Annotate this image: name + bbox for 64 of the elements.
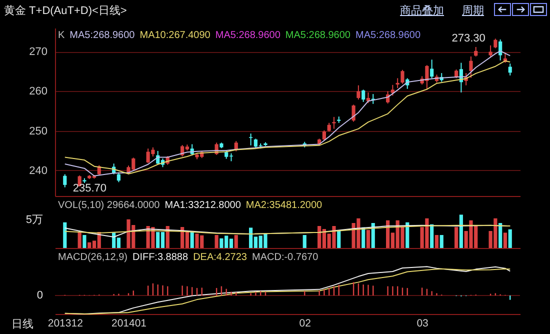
- bar: [63, 222, 67, 248]
- bar: [498, 223, 502, 248]
- x-tick-label: 02: [299, 318, 312, 330]
- candlestick: [396, 78, 400, 89]
- bar: [508, 229, 512, 248]
- y-tick-label: 260: [29, 86, 48, 98]
- y-tick-label: 270: [29, 46, 48, 58]
- bar: [366, 230, 370, 248]
- candlestick: [332, 116, 336, 130]
- bar: [434, 235, 439, 248]
- bar: [78, 232, 82, 248]
- bar: [214, 235, 218, 248]
- text: MACD(26,12,9): [58, 252, 128, 263]
- y-tick-label: 250: [29, 125, 48, 138]
- candlestick: [249, 133, 253, 146]
- y-axis-title: 5万: [26, 214, 43, 226]
- annotation: MA5:268.9600: [215, 30, 280, 41]
- bar: [503, 232, 508, 248]
- x-axis-title: 日线: [12, 318, 34, 330]
- text: DEA:4.2723: [193, 252, 247, 263]
- candlestick: [362, 89, 366, 102]
- x-tick-label: 201312: [48, 318, 84, 330]
- bar: [302, 235, 306, 248]
- candlestick: [498, 38, 502, 61]
- bar: [82, 235, 86, 248]
- text: 商品叠加: [400, 5, 444, 17]
- bar: [190, 232, 194, 248]
- series-label: MA1:33212.8000: [164, 200, 241, 211]
- candlestick: [352, 104, 356, 122]
- text: MA10:267.4090: [140, 30, 210, 41]
- x-tick-label: 201401: [111, 318, 147, 330]
- annotation: 235.70: [72, 182, 107, 194]
- candlestick: [63, 174, 67, 188]
- x-tick-label: 03: [416, 318, 429, 330]
- candlestick: [356, 84, 360, 100]
- bar: [459, 214, 463, 248]
- candlestick: [322, 130, 326, 141]
- annotation: MA5:268.9600: [285, 30, 350, 41]
- candlestick: [469, 56, 473, 78]
- text: VOL(5,10) 29664.0000: [58, 200, 160, 211]
- y-tick-label: 240: [29, 164, 48, 177]
- candlestick: [494, 38, 498, 49]
- candlestick: [488, 44, 492, 58]
- candlestick: [474, 46, 478, 57]
- candlestick: [116, 172, 121, 183]
- annotation: K: [58, 30, 65, 41]
- text: DIFF:3.8888: [132, 252, 188, 263]
- text: 周期: [462, 5, 484, 17]
- annotation: 273.30: [452, 32, 486, 45]
- candlestick: [390, 84, 394, 96]
- ref-line-label: 0: [36, 289, 43, 302]
- text: MACD:-0.7670: [252, 252, 318, 263]
- chart-title: 黄金 T+D(AuT+D)<日线>: [4, 4, 127, 18]
- candlestick: [508, 63, 512, 76]
- bar: [234, 235, 238, 248]
- bar: [337, 231, 341, 248]
- bar: [454, 227, 458, 248]
- text: MA2:35481.2000: [246, 200, 322, 211]
- candlestick: [430, 59, 434, 79]
- annotation: MA5:268.9600: [355, 30, 421, 41]
- text: MA5:268.9600: [70, 30, 135, 41]
- bar: [440, 235, 444, 248]
- candlestick: [400, 69, 404, 84]
- bar: [430, 224, 434, 248]
